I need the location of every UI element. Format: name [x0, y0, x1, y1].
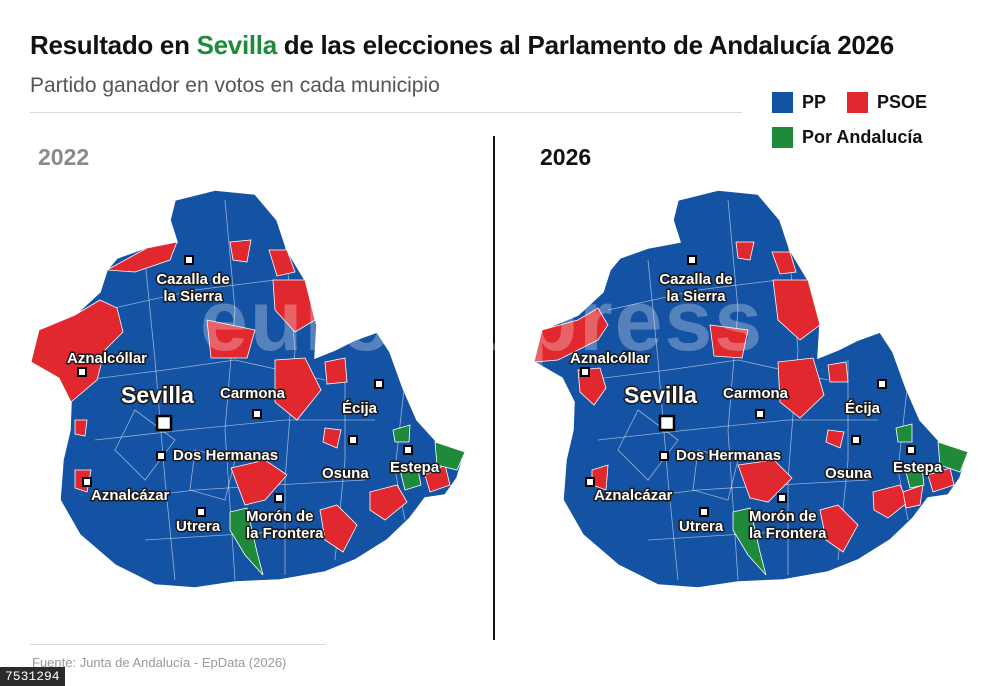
- legend-label-pp: PP: [802, 92, 827, 112]
- map-2026-svg: Cazalla de la Sierra Aznalcóllar Sevilla…: [533, 189, 969, 589]
- city-label-cazalla-1: Cazalla de: [659, 271, 732, 288]
- map-2026: Cazalla de la Sierra Aznalcóllar Sevilla…: [528, 180, 978, 600]
- city-marker-sevilla: [155, 414, 173, 432]
- city-marker-estepa: [403, 445, 413, 455]
- city-marker-aznalcollar: [77, 367, 87, 377]
- city-label-carmona: Carmona: [220, 385, 286, 402]
- city-marker-ecija: [374, 379, 384, 389]
- city-label-utrera: Utrera: [679, 518, 724, 535]
- city-markers: [77, 255, 413, 517]
- city-marker-utrera: [699, 507, 709, 517]
- legend-swatch-por-andalucia: [772, 127, 793, 148]
- city-marker-dos-hermanas: [659, 451, 669, 461]
- city-label-estepa: Estepa: [390, 459, 440, 476]
- city-marker-osuna: [348, 435, 358, 445]
- source-note: Fuente: Junta de Andalucía - EpData (202…: [32, 655, 287, 670]
- city-label-dos-hermanas: Dos Hermanas: [173, 447, 278, 464]
- city-marker-cazalla: [184, 255, 194, 265]
- city-marker-osuna: [851, 435, 861, 445]
- city-marker-estepa: [906, 445, 916, 455]
- legend-item-por-andalucia: Por Andalucía: [772, 127, 922, 148]
- municipalities-psoe: [30, 239, 451, 553]
- city-marker-dos-hermanas: [156, 451, 166, 461]
- city-label-aznalcazar: Aznalcázar: [594, 487, 673, 504]
- city-marker-carmona: [755, 409, 765, 419]
- city-label-osuna: Osuna: [825, 465, 872, 482]
- footer-divider: [30, 644, 326, 645]
- legend-item-psoe: PSOE: [847, 92, 927, 113]
- city-label-carmona: Carmona: [723, 385, 789, 402]
- map-2022: Cazalla de la Sierra Aznalcóllar Sevilla…: [25, 180, 475, 600]
- city-marker-aznalcollar: [580, 367, 590, 377]
- city-marker-cazalla: [687, 255, 697, 265]
- page-title: Resultado en Sevilla de las elecciones a…: [30, 30, 894, 61]
- year-label-2026: 2026: [540, 144, 592, 170]
- municipalities-por-andalucia: [732, 423, 969, 576]
- city-label-cazalla-2: la Sierra: [666, 288, 726, 305]
- city-label-ecija: Écija: [845, 400, 881, 417]
- city-label-moron-2: la Frontera: [246, 525, 324, 542]
- map-2022-svg: Cazalla de la Sierra Aznalcóllar Sevilla…: [30, 189, 466, 589]
- city-marker-aznalcazar: [585, 477, 595, 487]
- city-label-utrera: Utrera: [176, 518, 221, 535]
- maps-divider: [493, 136, 495, 640]
- city-marker-utrera: [196, 507, 206, 517]
- municipalities-por-andalucia: [229, 424, 466, 576]
- legend: PP PSOE Por Andalucía: [772, 92, 992, 158]
- city-labels: Cazalla de la Sierra Aznalcóllar Sevilla…: [66, 270, 442, 544]
- city-marker-carmona: [252, 409, 262, 419]
- legend-swatch-pp: [772, 92, 793, 113]
- city-marker-aznalcazar: [82, 477, 92, 487]
- legend-label-psoe: PSOE: [877, 92, 928, 112]
- image-id-badge: 7531294: [0, 667, 65, 686]
- city-label-aznalcazar: Aznalcázar: [91, 487, 170, 504]
- city-label-moron-2: la Frontera: [749, 525, 827, 542]
- page-subtitle: Partido ganador en votos en cada municip…: [30, 74, 440, 97]
- city-label-moron-1: Morón de: [246, 508, 314, 525]
- province-outline: [533, 189, 969, 589]
- legend-label-por-andalucia: Por Andalucía: [802, 127, 923, 147]
- city-marker-moron: [777, 493, 787, 503]
- city-markers: [580, 255, 916, 517]
- city-label-aznalcollar: Aznalcóllar: [570, 350, 650, 367]
- city-marker-moron: [274, 493, 284, 503]
- city-label-estepa: Estepa: [893, 459, 943, 476]
- city-marker-sevilla: [658, 414, 676, 432]
- title-suffix: de las elecciones al Parlamento de Andal…: [276, 30, 894, 60]
- city-label-aznalcollar: Aznalcóllar: [67, 350, 147, 367]
- legend-swatch-psoe: [847, 92, 868, 113]
- city-label-dos-hermanas: Dos Hermanas: [676, 447, 781, 464]
- legend-item-pp: PP: [772, 92, 826, 113]
- city-label-sevilla: Sevilla: [624, 382, 697, 408]
- city-labels: Cazalla de la Sierra Aznalcóllar Sevilla…: [569, 270, 945, 544]
- header-divider: [30, 112, 742, 113]
- city-label-ecija: Écija: [342, 400, 378, 417]
- city-label-cazalla-2: la Sierra: [163, 288, 223, 305]
- municipalities-psoe: [533, 241, 955, 553]
- watermark: europa press: [200, 273, 765, 369]
- city-label-cazalla-1: Cazalla de: [156, 271, 229, 288]
- title-highlight: Sevilla: [196, 30, 278, 60]
- year-label-2022: 2022: [38, 144, 90, 170]
- city-label-moron-1: Morón de: [749, 508, 817, 525]
- title-prefix: Resultado en: [30, 30, 197, 60]
- city-marker-ecija: [877, 379, 887, 389]
- city-label-osuna: Osuna: [322, 465, 369, 482]
- city-label-sevilla: Sevilla: [121, 382, 194, 408]
